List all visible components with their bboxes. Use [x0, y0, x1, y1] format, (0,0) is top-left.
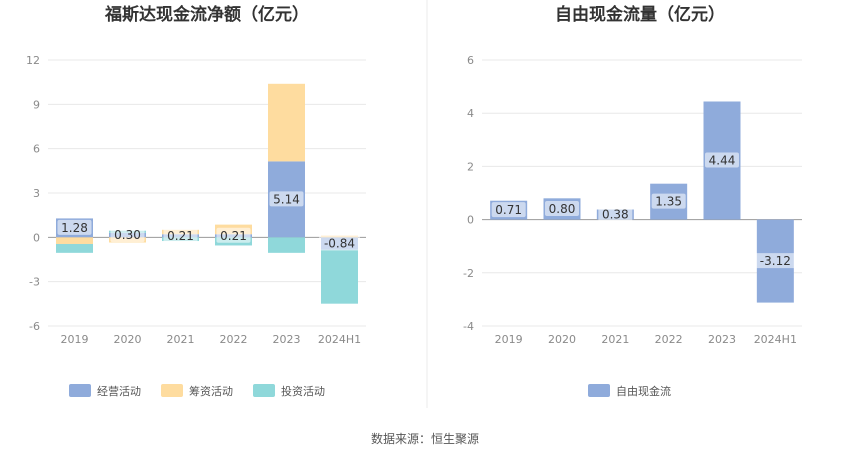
- y-tick-label: 6: [33, 143, 40, 156]
- data-label-background: [110, 227, 145, 243]
- data-label-background: [651, 193, 686, 209]
- x-tick-label: 2021: [167, 333, 195, 346]
- data-label: 0.30: [114, 228, 141, 242]
- legend-swatch: [588, 384, 610, 397]
- y-tick-label: -3: [29, 276, 40, 289]
- x-tick-label: 2022: [220, 333, 248, 346]
- bar: [268, 237, 305, 253]
- data-label: 5.14: [273, 192, 300, 206]
- y-tick-label: 2: [467, 160, 474, 173]
- legend-label: 投资活动: [281, 384, 325, 398]
- data-label: -3.12: [760, 254, 791, 268]
- y-tick-label: 9: [33, 98, 40, 111]
- data-label: 4.44: [709, 154, 736, 168]
- cashflow-chart: 福斯达现金流净额（亿元） 12 9 6 3 0 -3 -6 2019 2020 2021 2022 20…: [26, 4, 366, 398]
- y-tick-label: 0: [33, 231, 40, 244]
- x-tick-label: 2023: [273, 333, 301, 346]
- data-label-background: [754, 253, 796, 269]
- y-tick-label: 0: [467, 214, 474, 227]
- data-label: 0.21: [167, 229, 194, 243]
- data-label: 0.71: [495, 203, 522, 217]
- legend-swatch: [161, 384, 183, 397]
- data-label: 0.80: [549, 202, 576, 216]
- y-tick-label: -2: [463, 267, 474, 280]
- x-tick-label: 2019: [495, 333, 523, 346]
- free-cashflow-chart: 自由现金流量（亿元） 6 4 2 0 -2 -4 2019 2020 2021 2022 2023 20…: [463, 4, 802, 398]
- data-label-background: [705, 152, 739, 168]
- data-label-background: [491, 202, 526, 218]
- data-label: 1.28: [61, 221, 88, 235]
- chart-title: 福斯达现金流净额（亿元）: [104, 4, 309, 25]
- data-label-background: [545, 200, 579, 216]
- legend-swatch: [253, 384, 275, 397]
- bar: [321, 249, 358, 304]
- bar: [268, 83, 305, 162]
- legend-label: 经营活动: [97, 384, 141, 398]
- data-label-background: [57, 219, 92, 235]
- data-label: 0.38: [602, 208, 629, 222]
- y-tick-label: 6: [467, 54, 474, 67]
- bar: [56, 237, 93, 244]
- data-source: 数据来源：恒生聚源: [371, 431, 479, 446]
- data-label-background: [216, 227, 251, 243]
- chart-title: 自由现金流量（亿元）: [555, 4, 725, 25]
- y-tick-label: 12: [26, 54, 40, 67]
- bar: [56, 243, 93, 253]
- legend-label: 自由现金流: [616, 384, 671, 398]
- data-label-background: [269, 191, 304, 207]
- x-tick-label: 2019: [61, 333, 89, 346]
- x-tick-label: 2022: [655, 333, 683, 346]
- data-label-background: [319, 235, 360, 251]
- x-tick-label: 2020: [548, 333, 576, 346]
- y-tick-label: -6: [29, 320, 40, 333]
- legend-swatch: [69, 384, 91, 397]
- data-label: 0.21: [220, 229, 247, 243]
- x-tick-label: 2021: [601, 333, 629, 346]
- x-tick-label: 2020: [114, 333, 142, 346]
- x-tick-label: 2024H1: [754, 333, 797, 346]
- y-tick-label: -4: [463, 320, 474, 333]
- x-tick-label: 2023: [708, 333, 736, 346]
- data-label: 1.35: [655, 195, 682, 209]
- y-tick-label: 4: [467, 107, 474, 120]
- data-label-background: [163, 227, 198, 243]
- legend-label: 筹资活动: [189, 384, 233, 398]
- y-tick-label: 3: [33, 187, 40, 200]
- data-label-background: [598, 206, 633, 222]
- x-tick-label: 2024H1: [318, 333, 361, 346]
- data-label: -0.84: [324, 237, 355, 251]
